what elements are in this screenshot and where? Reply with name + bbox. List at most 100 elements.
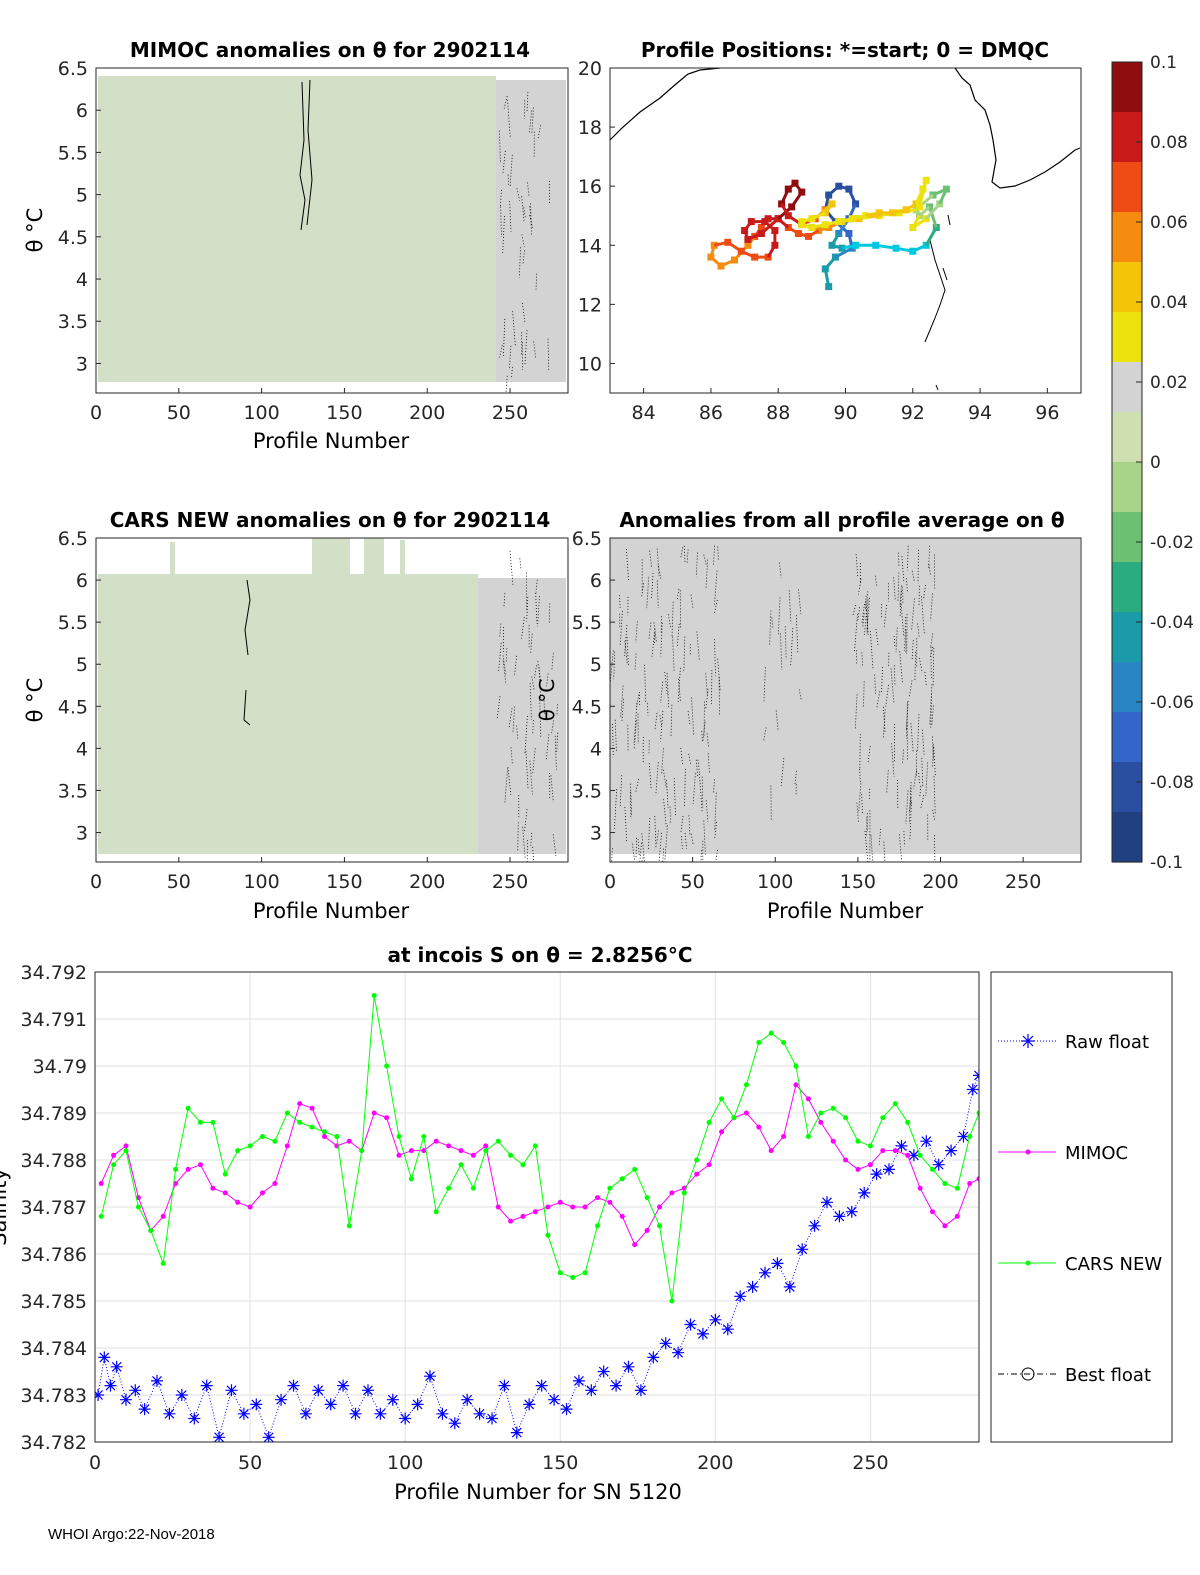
cars-new-point (719, 1096, 725, 1102)
dotted-contour (917, 714, 920, 751)
raw-float-point (659, 1337, 672, 1350)
raw-float-point (287, 1379, 300, 1392)
dotted-contour (516, 188, 520, 201)
cars-new-point (607, 1185, 613, 1191)
y-tick-label: 20 (578, 58, 602, 80)
raw-float-point (560, 1403, 573, 1416)
mimoc-point (570, 1204, 576, 1210)
cars-new-point (346, 1223, 352, 1229)
dotted-contour (660, 681, 664, 704)
cars-new-point (98, 1213, 104, 1219)
raw-float-point (907, 1149, 920, 1162)
raw-float-point (337, 1379, 350, 1392)
x-tick-label: 150 (542, 1452, 578, 1474)
positions-title: Profile Positions: *=start; 0 = DMQC (641, 38, 1049, 62)
x-tick-label: 50 (238, 1452, 262, 1474)
dotted-contour (925, 762, 928, 797)
x-tick-label: 100 (243, 871, 279, 893)
dotted-contour (644, 664, 647, 702)
raw-float-point (808, 1219, 821, 1232)
y-tick-label: 34.79 (33, 1056, 87, 1078)
y-tick-label: 5.5 (572, 612, 602, 634)
x-tick-label: 150 (326, 402, 362, 424)
dotted-contour (552, 834, 557, 856)
dotted-contour (899, 585, 902, 607)
raw-float-point (932, 1158, 945, 1171)
raw-float-point (610, 1379, 623, 1392)
cars-new-point (470, 1185, 476, 1191)
cars-new-point (284, 1110, 290, 1116)
mimoc-point (111, 1152, 117, 1158)
cars-new-point (272, 1138, 278, 1144)
raw-float-point (498, 1379, 511, 1392)
dotted-contour (862, 613, 865, 627)
cars-new-point (954, 1185, 960, 1191)
mimoc-point (930, 1209, 935, 1215)
raw-float-point (175, 1389, 188, 1401)
dotted-contour (775, 710, 779, 732)
dotted-contour (778, 562, 782, 578)
dotted-contour (502, 655, 507, 676)
salinity-xlabel: Profile Number for SN 5120 (394, 1480, 682, 1504)
mimoc-ylabel: θ °C (23, 208, 47, 253)
cars-new-point (855, 1138, 861, 1144)
raw-float-point (771, 1257, 784, 1270)
raw-float-point (709, 1313, 722, 1326)
raw-float-point (572, 1374, 585, 1387)
raw-float-point (213, 1431, 226, 1442)
colorbar-swatch (1112, 412, 1142, 463)
raw-float-point (473, 1407, 486, 1420)
colorbar-tick-label: 0.1 (1150, 53, 1177, 73)
coastline-west (610, 68, 721, 141)
mimoc-title: MIMOC anomalies on θ for 2902114 (130, 38, 530, 62)
dotted-contour (658, 565, 662, 579)
dotted-contour (639, 842, 642, 862)
y-tick-label: 3.5 (572, 780, 602, 802)
dotted-contour (658, 832, 662, 862)
y-tick-label: 34.788 (21, 1150, 87, 1172)
x-tick-label: 100 (243, 402, 279, 424)
dotted-contour (535, 273, 538, 292)
dotted-contour (687, 711, 691, 725)
dotted-contour (529, 215, 533, 228)
dotted-contour (538, 667, 542, 700)
dotted-contour (686, 549, 689, 564)
dotted-contour (699, 774, 703, 812)
dotted-contour (920, 795, 925, 808)
mimoc-point (371, 1110, 377, 1116)
raw-float-point (225, 1384, 238, 1397)
dotted-contour (548, 603, 551, 624)
dotted-contour (531, 676, 535, 691)
dotted-contour (530, 633, 533, 655)
cars-new-point (111, 1162, 117, 1168)
dotted-contour (656, 830, 659, 846)
dotted-contour (505, 375, 508, 393)
cars-new-point (222, 1171, 228, 1177)
dotted-contour (522, 250, 525, 264)
dotted-contour (633, 702, 638, 743)
colorbar-swatches (1112, 62, 1142, 863)
dotted-contour (905, 702, 908, 739)
dotted-contour (869, 631, 874, 670)
mimoc-point (520, 1213, 526, 1219)
y-tick-label: 34.785 (21, 1291, 87, 1313)
dotted-contour (778, 597, 781, 635)
salinity-axes (94, 971, 980, 1443)
cars-new-point (976, 1110, 979, 1116)
dotted-contour (907, 545, 909, 571)
legend-best-marker (1021, 1367, 1035, 1381)
raw-float-point (262, 1431, 275, 1442)
mimoc-point (160, 1213, 166, 1219)
raw-float-point (275, 1393, 288, 1406)
dotted-contour (537, 661, 541, 681)
dotted-contour (660, 710, 664, 742)
dotted-contour (502, 150, 506, 175)
raw-float-point (783, 1280, 796, 1293)
colorbar-swatch (1112, 762, 1142, 813)
cars-new-point (160, 1260, 166, 1266)
raw-float-point (858, 1186, 871, 1199)
positions-ticks: 84 86 88 90 92 94 96 20 18 16 14 12 10 (578, 58, 1060, 424)
mimoc-point (98, 1181, 104, 1186)
mimoc-point (284, 1143, 290, 1149)
